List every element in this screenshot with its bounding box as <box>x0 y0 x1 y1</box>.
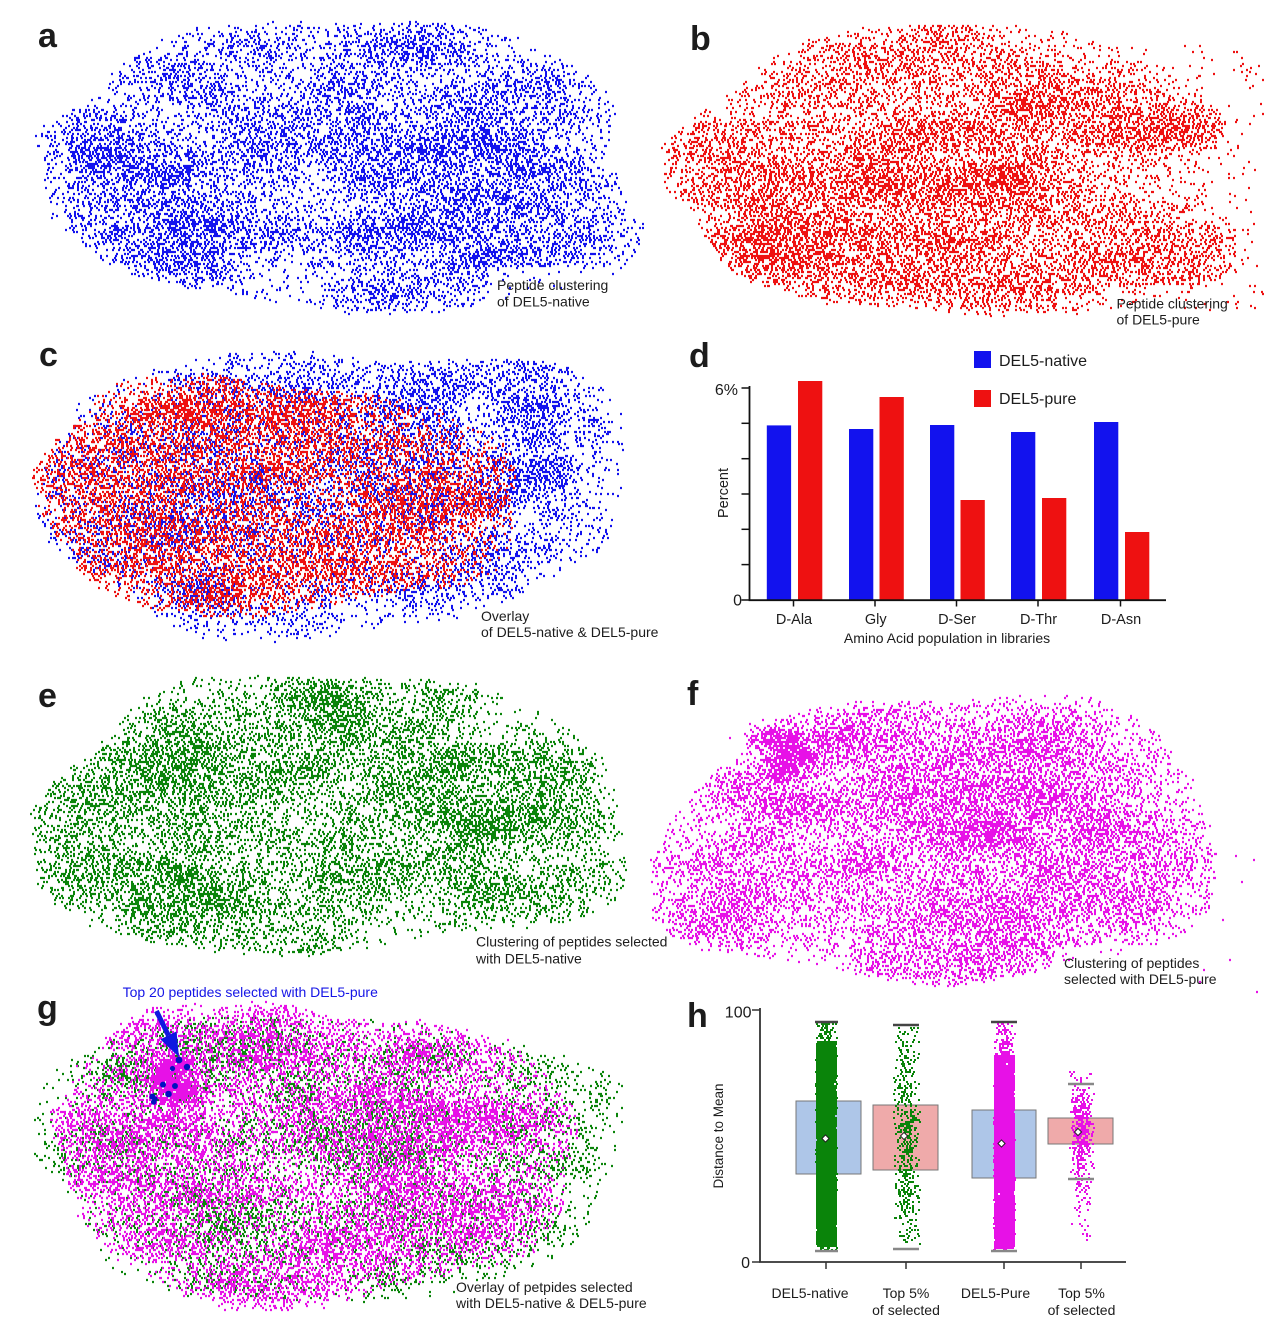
svg-text:selected with DEL5-pure: selected with DEL5-pure <box>1064 971 1217 987</box>
svg-text:Clustering of peptides: Clustering of peptides <box>1064 955 1199 971</box>
svg-text:Percent: Percent <box>716 468 732 518</box>
svg-text:of selected: of selected <box>1048 1302 1116 1318</box>
svg-text:Overlay: Overlay <box>481 608 529 624</box>
svg-text:DEL5-native: DEL5-native <box>999 353 1087 370</box>
svg-text:f: f <box>687 675 699 713</box>
svg-text:100: 100 <box>725 1005 752 1022</box>
svg-text:with DEL5-native: with DEL5-native <box>475 951 582 967</box>
svg-text:Gly: Gly <box>865 612 888 628</box>
svg-text:Peptide clustering: Peptide clustering <box>497 277 608 293</box>
svg-text:D-Ser: D-Ser <box>938 612 976 628</box>
svg-text:Top 5%: Top 5% <box>1058 1285 1105 1301</box>
svg-text:0: 0 <box>733 593 742 610</box>
svg-text:of DEL5-native: of DEL5-native <box>497 294 590 310</box>
svg-text:D-Thr: D-Thr <box>1020 612 1057 628</box>
svg-text:Peptide clustering: Peptide clustering <box>1117 296 1228 312</box>
svg-text:Amino Acid population in libra: Amino Acid population in libraries <box>844 630 1050 646</box>
svg-text:g: g <box>37 989 58 1027</box>
svg-text:Top 5%: Top 5% <box>883 1285 930 1301</box>
svg-text:6%: 6% <box>715 382 738 399</box>
svg-text:DEL5-pure: DEL5-pure <box>999 391 1076 408</box>
svg-text:of selected: of selected <box>872 1302 940 1318</box>
svg-text:with DEL5-native & DEL5-pure: with DEL5-native & DEL5-pure <box>455 1295 647 1311</box>
svg-text:Top 20 peptides selected with: Top 20 peptides selected with DEL5-pure <box>123 984 378 1000</box>
svg-text:D-Ala: D-Ala <box>776 612 813 628</box>
svg-text:c: c <box>39 336 58 374</box>
svg-text:Distance to Mean: Distance to Mean <box>711 1083 726 1188</box>
svg-text:e: e <box>38 677 57 715</box>
svg-text:d: d <box>689 337 710 375</box>
svg-text:Overlay of petpides selected: Overlay of petpides selected <box>456 1279 633 1295</box>
svg-text:h: h <box>687 997 708 1035</box>
svg-text:0: 0 <box>741 1255 750 1272</box>
svg-text:of DEL5-pure: of DEL5-pure <box>1117 312 1200 328</box>
svg-text:b: b <box>690 20 711 58</box>
svg-text:DEL5-native: DEL5-native <box>771 1285 848 1301</box>
svg-text:a: a <box>38 17 58 55</box>
svg-text:of DEL5-native & DEL5-pure: of DEL5-native & DEL5-pure <box>481 624 659 640</box>
svg-text:DEL5-Pure: DEL5-Pure <box>961 1285 1030 1301</box>
svg-text:Clustering of peptides selecte: Clustering of peptides selected <box>476 934 667 950</box>
svg-text:D-Asn: D-Asn <box>1101 612 1141 628</box>
